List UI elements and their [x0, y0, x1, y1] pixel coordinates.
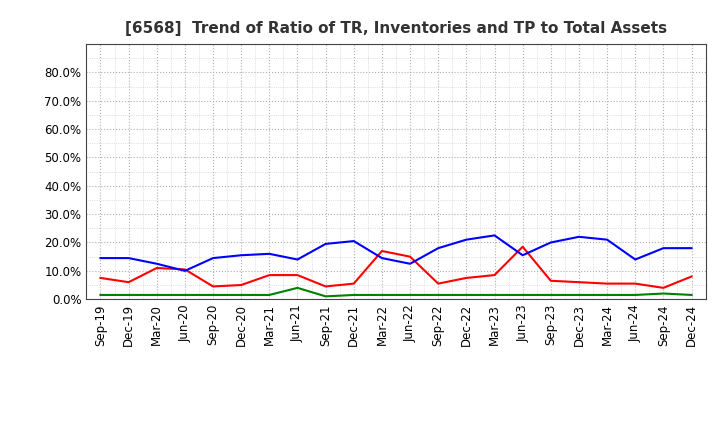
Inventories [181, 268, 189, 274]
Inventories [209, 256, 217, 261]
Inventories [603, 237, 611, 242]
Trade Payables [96, 292, 105, 297]
Trade Receivables [406, 254, 415, 259]
Trade Payables [687, 292, 696, 297]
Trade Receivables [265, 272, 274, 278]
Trade Payables [659, 291, 667, 296]
Trade Payables [237, 292, 246, 297]
Trade Receivables [181, 267, 189, 272]
Trade Receivables [377, 248, 386, 253]
Title: [6568]  Trend of Ratio of TR, Inventories and TP to Total Assets: [6568] Trend of Ratio of TR, Inventories… [125, 21, 667, 36]
Trade Receivables [518, 244, 527, 249]
Trade Receivables [237, 282, 246, 288]
Trade Payables [462, 292, 471, 297]
Trade Payables [349, 292, 358, 297]
Inventories [546, 240, 555, 245]
Inventories [125, 256, 133, 261]
Trade Receivables [687, 274, 696, 279]
Trade Payables [321, 294, 330, 299]
Trade Receivables [434, 281, 443, 286]
Trade Receivables [546, 278, 555, 283]
Inventories [265, 251, 274, 257]
Trade Payables [209, 292, 217, 297]
Trade Payables [153, 292, 161, 297]
Trade Payables [293, 285, 302, 290]
Line: Trade Receivables: Trade Receivables [101, 247, 691, 288]
Inventories [349, 238, 358, 244]
Trade Receivables [125, 279, 133, 285]
Inventories [575, 234, 583, 239]
Trade Receivables [490, 272, 499, 278]
Trade Payables [603, 292, 611, 297]
Inventories [434, 246, 443, 251]
Inventories [659, 246, 667, 251]
Inventories [153, 261, 161, 266]
Inventories [377, 256, 386, 261]
Line: Trade Payables: Trade Payables [101, 288, 691, 297]
Trade Payables [406, 292, 415, 297]
Trade Receivables [659, 285, 667, 290]
Trade Payables [575, 292, 583, 297]
Trade Payables [490, 292, 499, 297]
Trade Receivables [96, 275, 105, 281]
Trade Receivables [293, 272, 302, 278]
Inventories [321, 241, 330, 246]
Inventories [687, 246, 696, 251]
Trade Payables [434, 292, 443, 297]
Trade Payables [265, 292, 274, 297]
Inventories [96, 256, 105, 261]
Inventories [237, 253, 246, 258]
Inventories [518, 253, 527, 258]
Trade Payables [377, 292, 386, 297]
Trade Receivables [603, 281, 611, 286]
Trade Payables [546, 292, 555, 297]
Trade Receivables [349, 281, 358, 286]
Inventories [631, 257, 639, 262]
Trade Payables [518, 292, 527, 297]
Trade Payables [125, 292, 133, 297]
Inventories [293, 257, 302, 262]
Trade Receivables [631, 281, 639, 286]
Trade Receivables [209, 284, 217, 289]
Trade Receivables [462, 275, 471, 281]
Inventories [490, 233, 499, 238]
Trade Receivables [575, 279, 583, 285]
Line: Inventories: Inventories [101, 235, 691, 271]
Trade Receivables [153, 265, 161, 271]
Trade Payables [181, 292, 189, 297]
Inventories [462, 237, 471, 242]
Trade Payables [631, 292, 639, 297]
Trade Receivables [321, 284, 330, 289]
Inventories [406, 261, 415, 266]
